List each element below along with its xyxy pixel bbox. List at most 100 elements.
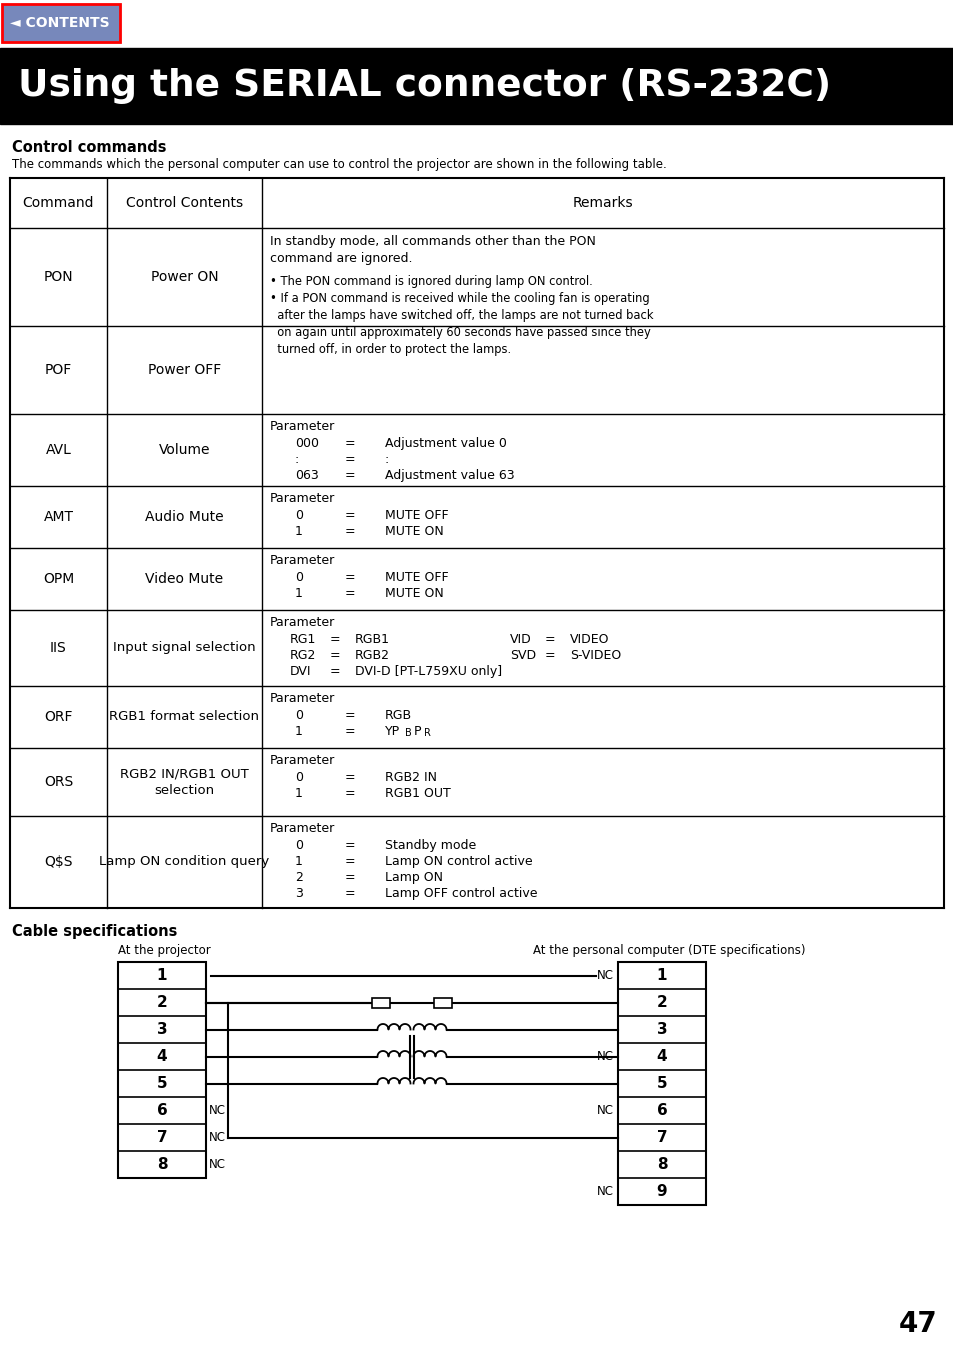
Text: =: =: [345, 586, 355, 600]
Text: =: =: [345, 855, 355, 867]
Text: Control Contents: Control Contents: [126, 196, 243, 209]
Text: 0: 0: [294, 571, 303, 584]
Text: Remarks: Remarks: [572, 196, 633, 209]
Text: 1: 1: [294, 526, 302, 538]
Text: =: =: [544, 634, 555, 646]
Text: R: R: [423, 728, 431, 738]
Text: Lamp ON control active: Lamp ON control active: [385, 855, 532, 867]
Text: At the projector: At the projector: [118, 944, 211, 957]
Text: PON: PON: [44, 270, 73, 284]
Text: NC: NC: [597, 969, 614, 982]
Text: =: =: [345, 453, 355, 466]
Text: NC: NC: [597, 1104, 614, 1117]
Text: Q$S: Q$S: [44, 855, 72, 869]
Text: 6: 6: [156, 1102, 167, 1119]
Text: =: =: [345, 526, 355, 538]
Text: IIS: IIS: [51, 640, 67, 655]
Text: Input signal selection: Input signal selection: [113, 642, 255, 654]
Text: Audio Mute: Audio Mute: [145, 509, 224, 524]
Text: =: =: [345, 725, 355, 738]
Text: ORS: ORS: [44, 775, 73, 789]
Text: 7: 7: [156, 1129, 167, 1146]
Text: =: =: [345, 888, 355, 900]
Text: =: =: [345, 839, 355, 852]
Bar: [434, 997, 452, 1008]
Text: selection: selection: [154, 785, 214, 797]
Text: In standby mode, all commands other than the PON
command are ignored.: In standby mode, all commands other than…: [270, 235, 596, 265]
Text: MUTE ON: MUTE ON: [385, 586, 443, 600]
Text: 4: 4: [656, 1048, 666, 1065]
Text: RGB1 OUT: RGB1 OUT: [385, 788, 450, 800]
Text: =: =: [345, 469, 355, 482]
Text: RG1: RG1: [290, 634, 316, 646]
Text: AVL: AVL: [46, 443, 71, 457]
Text: POF: POF: [45, 363, 72, 377]
Text: =: =: [345, 709, 355, 721]
Text: 47: 47: [899, 1310, 937, 1337]
Text: =: =: [345, 509, 355, 521]
Text: Using the SERIAL connector (RS-232C): Using the SERIAL connector (RS-232C): [18, 68, 830, 104]
Bar: [0, 49, 953, 124]
Text: 5: 5: [156, 1075, 167, 1092]
Text: MUTE OFF: MUTE OFF: [385, 509, 448, 521]
Text: Parameter: Parameter: [270, 821, 335, 835]
Text: 3: 3: [156, 1021, 167, 1038]
Text: RGB1: RGB1: [355, 634, 390, 646]
Text: Lamp OFF control active: Lamp OFF control active: [385, 888, 537, 900]
Text: 1: 1: [656, 969, 666, 984]
Text: ORF: ORF: [44, 711, 72, 724]
Text: B: B: [405, 728, 412, 738]
Text: =: =: [345, 571, 355, 584]
Text: :: :: [385, 453, 389, 466]
Text: =: =: [345, 871, 355, 884]
Text: 3: 3: [656, 1021, 666, 1038]
Text: RGB1 format selection: RGB1 format selection: [110, 711, 259, 724]
Text: 5: 5: [656, 1075, 666, 1092]
Text: 0: 0: [294, 709, 303, 721]
Text: 1: 1: [294, 586, 302, 600]
Text: RGB2 IN/RGB1 OUT: RGB2 IN/RGB1 OUT: [120, 767, 249, 781]
Text: 000: 000: [294, 436, 318, 450]
Text: SVD: SVD: [510, 648, 536, 662]
Text: =: =: [345, 771, 355, 784]
Text: 2: 2: [156, 994, 167, 1011]
Text: Volume: Volume: [158, 443, 210, 457]
Text: Standby mode: Standby mode: [385, 839, 476, 852]
Text: 0: 0: [294, 771, 303, 784]
Text: Adjustment value 63: Adjustment value 63: [385, 469, 514, 482]
Text: 1: 1: [294, 725, 302, 738]
Text: NC: NC: [209, 1131, 226, 1144]
Text: =: =: [330, 634, 340, 646]
Text: =: =: [345, 788, 355, 800]
Text: MUTE ON: MUTE ON: [385, 526, 443, 538]
Text: Parameter: Parameter: [270, 492, 335, 505]
Text: YP: YP: [385, 725, 399, 738]
Bar: [118, 962, 206, 1178]
Bar: [2, 4, 120, 42]
Text: MUTE OFF: MUTE OFF: [385, 571, 448, 584]
Text: P: P: [414, 725, 421, 738]
Text: RGB: RGB: [385, 709, 412, 721]
Text: AMT: AMT: [44, 509, 73, 524]
Text: 9: 9: [656, 1183, 666, 1198]
Text: =: =: [544, 648, 555, 662]
Text: 4: 4: [156, 1048, 167, 1065]
Text: 6: 6: [656, 1102, 667, 1119]
Text: Lamp ON condition query: Lamp ON condition query: [99, 855, 270, 869]
Text: :: :: [294, 453, 299, 466]
Text: RGB2: RGB2: [355, 648, 390, 662]
Text: 8: 8: [156, 1156, 167, 1173]
Text: NC: NC: [209, 1104, 226, 1117]
Text: 2: 2: [656, 994, 667, 1011]
Text: 8: 8: [656, 1156, 666, 1173]
Text: VIDEO: VIDEO: [569, 634, 609, 646]
Text: 1: 1: [294, 855, 302, 867]
Text: =: =: [345, 436, 355, 450]
Text: • The PON command is ignored during lamp ON control.
• If a PON command is recei: • The PON command is ignored during lamp…: [270, 276, 653, 357]
Text: ◄ CONTENTS: ◄ CONTENTS: [10, 16, 110, 30]
Text: VID: VID: [510, 634, 531, 646]
Text: S-VIDEO: S-VIDEO: [569, 648, 620, 662]
Text: NC: NC: [209, 1158, 226, 1171]
Text: DVI-D [PT-L759XU only]: DVI-D [PT-L759XU only]: [355, 665, 501, 678]
Bar: [2, 4, 120, 42]
